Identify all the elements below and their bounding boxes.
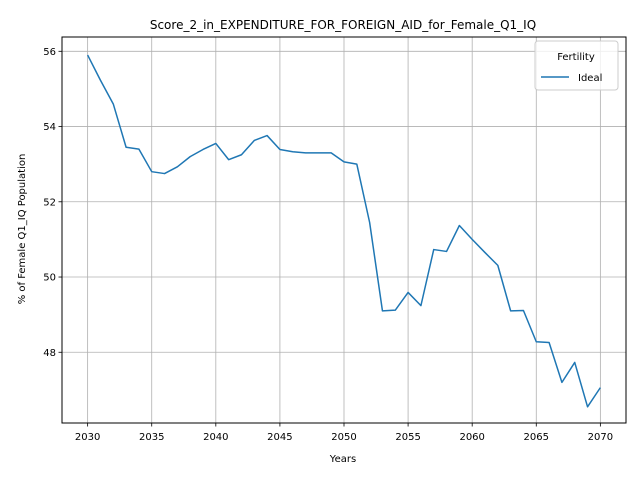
y-tick-label: 54	[43, 122, 56, 133]
series-line-ideal	[86, 54, 601, 408]
x-tick-label: 2065	[524, 432, 549, 443]
y-tick-label: 48	[43, 348, 56, 359]
chart-title: Score_2_in_EXPENDITURE_FOR_FOREIGN_AID_f…	[150, 18, 536, 32]
x-axis: 2030 2035 2040 2045 2050 2055 2060 2065 2070	[75, 423, 613, 443]
y-axis: 48 50 52 54 56	[43, 47, 62, 359]
x-tick-label: 2050	[331, 432, 356, 443]
series-layer	[86, 54, 601, 408]
legend-title: Fertility	[557, 52, 595, 63]
y-tick-label: 52	[43, 197, 56, 208]
y-tick-label: 56	[43, 47, 56, 58]
legend-label: Ideal	[578, 73, 602, 84]
x-tick-label: 2070	[588, 432, 613, 443]
x-tick-label: 2035	[139, 432, 164, 443]
y-axis-title: % of Female Q1_IQ Population	[17, 154, 28, 305]
x-tick-label: 2045	[267, 432, 292, 443]
x-axis-title: Years	[329, 454, 356, 465]
y-tick-label: 50	[43, 273, 56, 284]
x-tick-label: 2055	[395, 432, 420, 443]
x-tick-label: 2040	[203, 432, 228, 443]
x-tick-label: 2030	[75, 432, 100, 443]
grid	[62, 37, 626, 423]
legend-box	[534, 40, 619, 91]
legend: Fertility Ideal	[534, 40, 619, 91]
x-tick-label: 2060	[459, 432, 484, 443]
